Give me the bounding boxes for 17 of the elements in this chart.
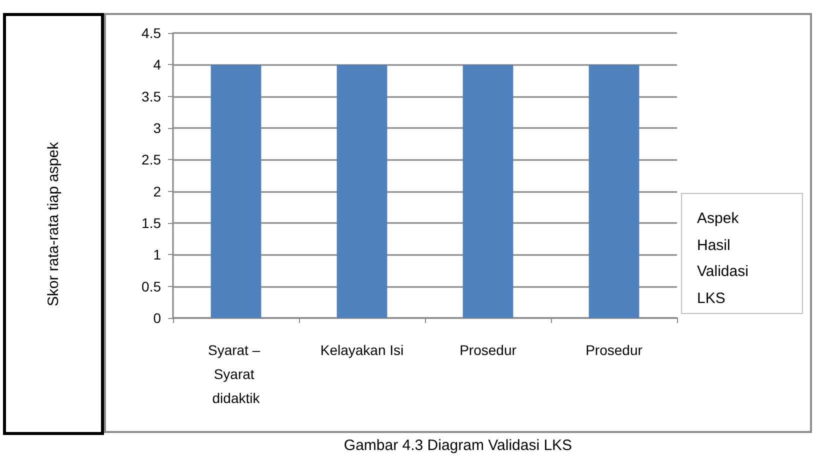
y-tick-label: 0.5 [142, 278, 162, 294]
text: Skor rata-rata tiap aspek [45, 142, 62, 306]
text: Gambar 4.3 Diagram Validasi LKS [344, 437, 572, 455]
y-tick-label: 2.5 [142, 152, 162, 168]
y-tick-label: 4 [153, 56, 162, 73]
y-tick-label: 1.5 [142, 215, 162, 231]
y-tick-label: 4.5 [142, 25, 162, 41]
x-tick-label: Syarat – Syarat didaktik [208, 342, 264, 406]
y-tick-label: 3.5 [142, 88, 162, 104]
x-axis-title: Aspek Hasil Validasi LKS [697, 209, 750, 308]
y-tick-label: 1 [153, 246, 162, 263]
y-tick-label: 0 [153, 310, 162, 326]
y-tick-label: 3 [153, 120, 162, 136]
x-tick-label: Kelayakan Isi [320, 342, 404, 358]
x-tick-label: Prosedur [586, 342, 643, 358]
y-tick-label: 2 [153, 183, 162, 200]
x-tick-label: Prosedur [460, 342, 517, 358]
